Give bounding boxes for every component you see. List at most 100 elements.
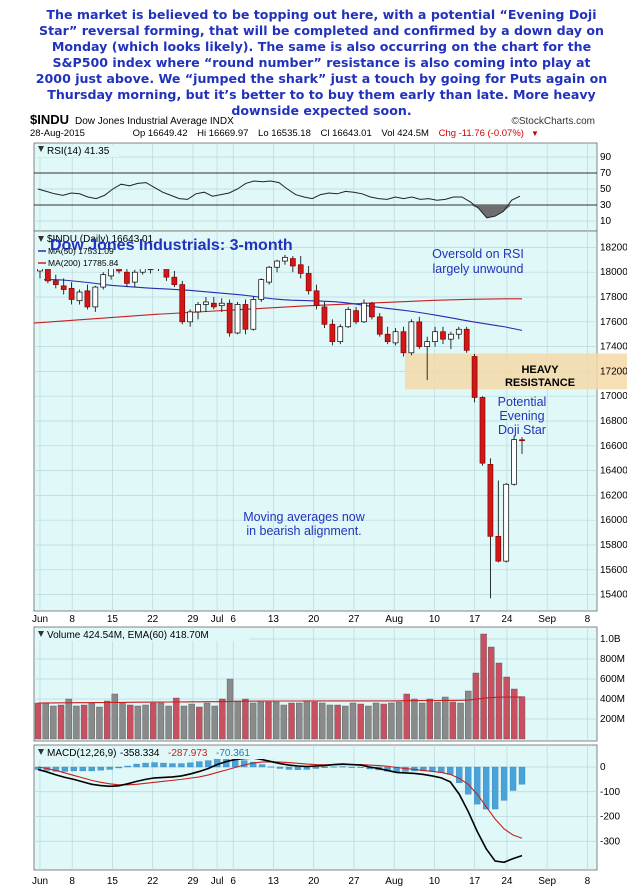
candle-body xyxy=(440,331,446,340)
macd-histogram-bar xyxy=(151,762,158,768)
x-tick-label: Jun xyxy=(32,876,48,887)
candle-body xyxy=(297,264,304,274)
candle-body xyxy=(424,341,431,347)
quote-volume: Vol 424.5M xyxy=(381,128,429,139)
candle-body xyxy=(187,311,193,323)
macd-histogram-bar xyxy=(97,766,104,771)
volume-bar xyxy=(196,706,203,740)
macd-histogram-bar xyxy=(303,766,311,770)
volume-bar xyxy=(226,678,234,740)
macd-histogram-bar xyxy=(124,765,131,768)
volume-bar xyxy=(57,704,65,740)
price-legend-bg xyxy=(35,233,187,269)
macd-histogram-bar xyxy=(258,764,266,768)
volume-bar xyxy=(126,704,134,740)
macd-histogram-bar xyxy=(267,766,275,768)
macd-histogram-bar xyxy=(339,766,346,768)
price-tick-label: 17400 xyxy=(600,342,627,353)
x-tick-label: 24 xyxy=(501,876,513,887)
rsi-tick-label: 50 xyxy=(600,184,612,195)
macd-histogram-bar xyxy=(491,766,499,810)
resistance-band xyxy=(405,353,627,390)
volume-bar xyxy=(326,704,334,740)
x-tick-label: 8 xyxy=(585,614,591,625)
annotation-oversold-2: largely unwound xyxy=(432,262,523,276)
x-tick-label: 10 xyxy=(429,876,441,887)
rsi-tick-label: 10 xyxy=(600,216,612,227)
x-tick-label: 15 xyxy=(107,876,119,887)
x-tick-label: 6 xyxy=(230,614,236,625)
volume-legend-icon xyxy=(38,631,44,637)
volume-bar xyxy=(357,703,364,740)
volume-bar xyxy=(334,704,341,740)
candle-body xyxy=(495,535,502,562)
volume-tick-label: 800M xyxy=(600,654,625,665)
volume-bar xyxy=(150,702,157,740)
x-tick-label: 29 xyxy=(187,876,199,887)
quote-date: 28-Aug-2015 xyxy=(30,128,85,139)
volume-bar xyxy=(73,705,80,740)
volume-bar xyxy=(157,702,165,740)
volume-bar xyxy=(111,693,119,740)
rsi-legend-icon xyxy=(38,146,44,152)
x-tick-label: Jul xyxy=(211,876,224,887)
volume-bar xyxy=(372,702,380,740)
price-tick-label: 16400 xyxy=(600,466,627,477)
ma50-line xyxy=(44,279,523,331)
volume-bar xyxy=(380,703,387,740)
index-name: Dow Jones Industrial Average INDX xyxy=(75,116,234,127)
price-tick-label: 17000 xyxy=(600,391,627,402)
macd-histogram-bar xyxy=(142,762,149,768)
x-tick-label: 17 xyxy=(469,614,481,625)
quote-low: Lo 16535.18 xyxy=(258,128,311,139)
macd-histogram-bar xyxy=(61,766,69,772)
volume-bar xyxy=(296,702,303,740)
candle-body xyxy=(416,321,423,347)
x-tick-label: 24 xyxy=(501,614,513,625)
candle-body xyxy=(266,266,272,283)
candle-body xyxy=(519,439,525,442)
macd-line xyxy=(37,757,523,864)
volume-bar xyxy=(265,701,272,740)
price-tick-label: 16800 xyxy=(600,416,627,427)
volume-bar xyxy=(480,633,487,740)
volume-bar xyxy=(518,696,526,740)
volume-bar xyxy=(311,701,318,740)
x-tick-label: Sep xyxy=(538,614,556,625)
candle-body xyxy=(203,301,209,305)
candle-body xyxy=(210,302,217,308)
x-tick-label: 8 xyxy=(69,876,75,887)
volume-bar xyxy=(80,704,88,740)
volume-bar xyxy=(441,696,449,740)
chart-title: Dow Jones Industrials: 3-month xyxy=(50,237,293,254)
price-tick-label: 18200 xyxy=(600,242,627,253)
volume-bar xyxy=(242,698,249,740)
macd-histogram-value: -70.361 xyxy=(216,748,250,759)
x-tick-label: 8 xyxy=(69,614,75,625)
macd-histogram-bar xyxy=(187,762,194,768)
x-tick-label: 22 xyxy=(147,614,159,625)
volume-bar xyxy=(280,704,288,740)
x-tick-label: 13 xyxy=(268,876,280,887)
x-tick-label: 20 xyxy=(308,876,320,887)
volume-bar xyxy=(457,702,464,740)
candle-body xyxy=(384,333,391,342)
x-tick-label: Jul xyxy=(211,614,224,625)
volume-bar xyxy=(511,688,518,740)
x-tick-label: 13 xyxy=(268,614,280,625)
candle-body xyxy=(353,310,359,323)
price-tick-label: 16000 xyxy=(600,515,627,526)
x-tick-label: 15 xyxy=(107,614,119,625)
macd-histogram-bar xyxy=(500,766,508,801)
rsi-tick-label: 90 xyxy=(600,152,612,163)
candle-body xyxy=(321,306,328,325)
candle-body xyxy=(487,464,494,537)
macd-histogram-bar xyxy=(160,762,167,768)
volume-bar xyxy=(203,702,211,740)
brand-credit: ©StockCharts.com xyxy=(511,116,595,127)
volume-bar xyxy=(211,705,218,740)
volume-bar xyxy=(50,705,57,740)
macd-tick-label: 0 xyxy=(600,762,606,773)
candle-body xyxy=(226,302,233,334)
